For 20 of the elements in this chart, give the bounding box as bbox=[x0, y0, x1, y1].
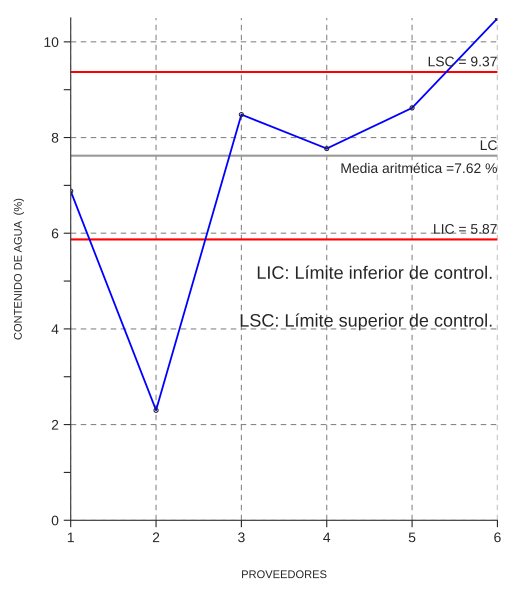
annotation: LSC: Límite superior de control. bbox=[240, 313, 492, 330]
ref-line-label: LIC = 5.87 bbox=[434, 224, 497, 234]
ref-line-label: LSC = 9.37 bbox=[428, 56, 497, 66]
y-tick-label: 0 bbox=[52, 516, 58, 526]
ref-line-label: LC bbox=[480, 140, 497, 150]
x-tick-label: 5 bbox=[408, 532, 416, 542]
annotation: Media aritmética =7.62 % bbox=[341, 162, 497, 174]
y-tick-label: 2 bbox=[52, 420, 58, 430]
x-tick-label: 1 bbox=[68, 532, 74, 542]
x-tick-label: 3 bbox=[238, 532, 245, 542]
x-tick-label: 6 bbox=[494, 532, 501, 542]
y-tick-label: 8 bbox=[52, 132, 58, 143]
y-tick-label: 4 bbox=[51, 324, 58, 334]
y-axis-title: CONTENIDO DE AGUA (%) bbox=[14, 198, 24, 340]
x-axis-title: PROVEEDORES bbox=[242, 570, 326, 578]
y-tick-label: 10 bbox=[44, 37, 58, 48]
y-tick-label: 6 bbox=[52, 228, 58, 238]
x-tick-label: 2 bbox=[152, 532, 160, 542]
annotation: LIC: Límite inferior de control. bbox=[258, 265, 492, 279]
x-tick-label: 4 bbox=[323, 532, 330, 542]
